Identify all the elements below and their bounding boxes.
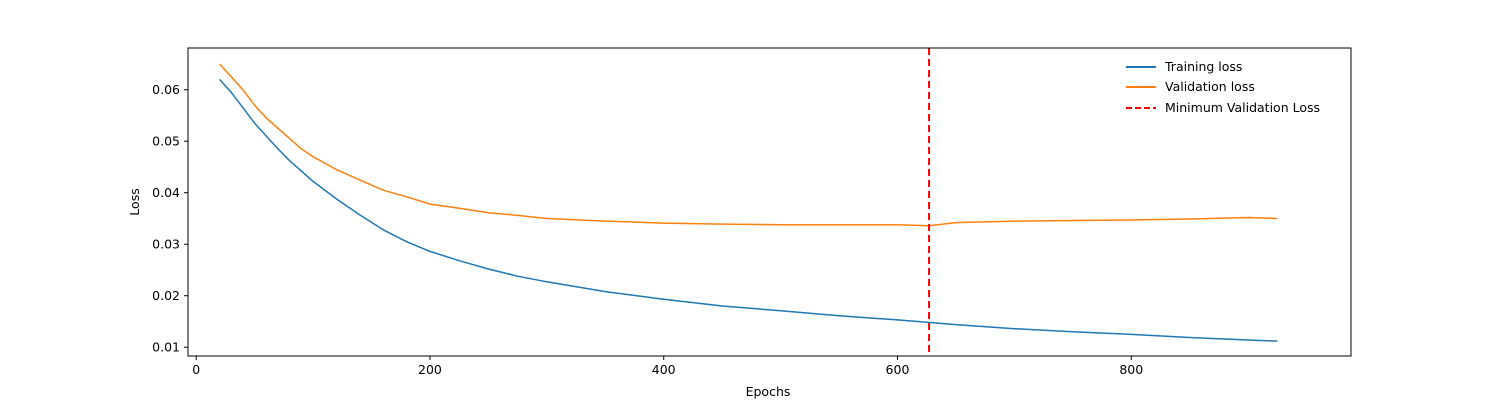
y-tick-label: 0.03 (152, 237, 180, 252)
training-loss-line (219, 78, 1278, 342)
x-axis-label: Epochs (746, 384, 791, 399)
x-tick-label: 0 (192, 362, 200, 377)
plot-area (188, 48, 1351, 356)
y-axis: 0.01 0.02 0.03 0.04 0.05 0.06 (152, 82, 188, 355)
legend-label-training: Training loss (1164, 59, 1242, 74)
x-axis: 0 200 400 600 800 (192, 356, 1143, 377)
plot-frame (187, 47, 1352, 357)
series-layer (219, 48, 1278, 356)
x-tick-label: 400 (652, 362, 676, 377)
legend-label-min-val: Minimum Validation Loss (1165, 100, 1320, 115)
y-tick-label: 0.02 (152, 288, 180, 303)
legend-label-validation: Validation loss (1165, 79, 1255, 94)
validation-loss-line (219, 63, 1278, 227)
y-axis-label: Loss (127, 188, 142, 215)
x-tick-label: 800 (1119, 362, 1143, 377)
x-tick-label: 600 (886, 362, 910, 377)
y-tick-label: 0.06 (152, 82, 180, 97)
y-tick-label: 0.04 (152, 185, 180, 200)
y-tick-label: 0.05 (152, 134, 180, 149)
y-tick-label: 0.01 (152, 340, 180, 355)
x-tick-label: 200 (418, 362, 442, 377)
legend: Training loss Validation loss Minimum Va… (1126, 59, 1320, 115)
